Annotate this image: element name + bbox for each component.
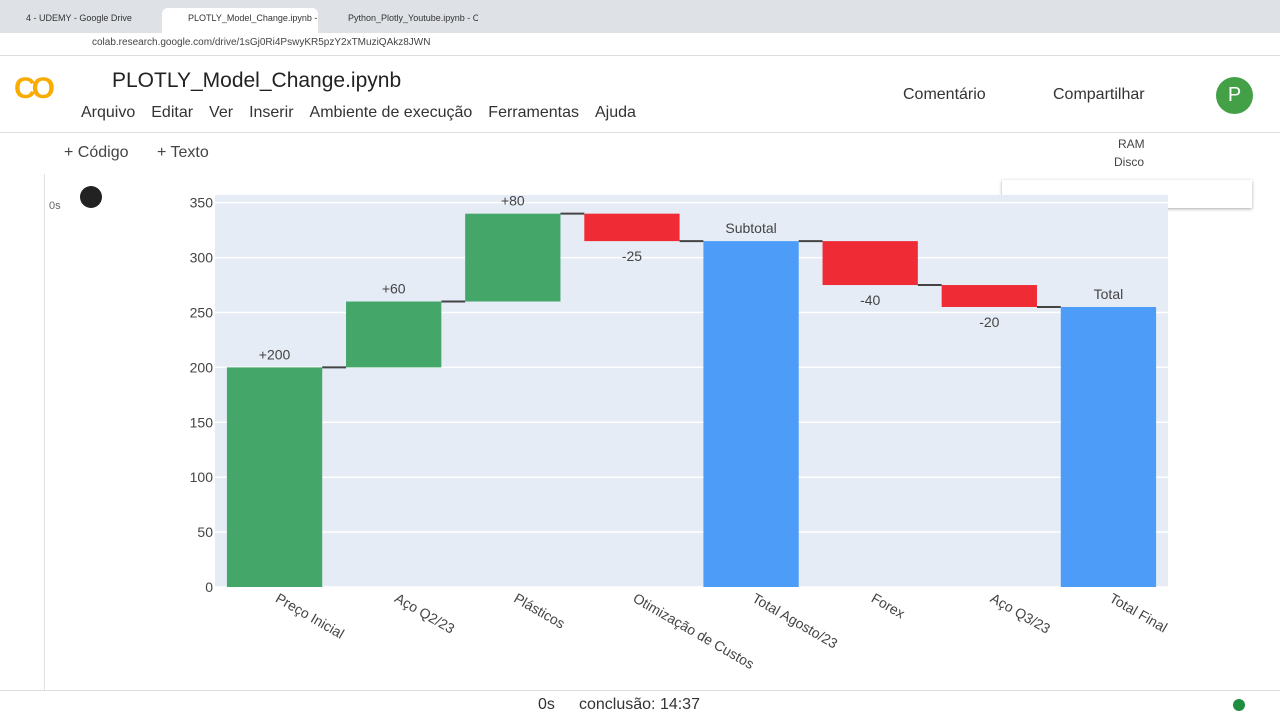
menu-item[interactable]: Ajuda (595, 104, 636, 121)
menu-item[interactable]: Arquivo (81, 104, 136, 121)
run-button[interactable] (80, 186, 102, 208)
menu-item[interactable]: Ferramentas (488, 104, 579, 121)
y-tick-label: 100 (190, 469, 214, 485)
cell-time: 0s (49, 200, 61, 212)
add-code[interactable]: + Código (64, 144, 129, 161)
add-text[interactable]: + Texto (157, 144, 209, 161)
avatar[interactable]: P (1216, 77, 1253, 114)
x-tick-label: Plásticos (511, 590, 568, 632)
bar (346, 301, 442, 368)
add-text-label: Texto (170, 144, 209, 161)
y-tick-label: 200 (190, 359, 214, 375)
colab-logo[interactable]: CO (14, 72, 55, 105)
notebook-title[interactable]: PLOTLY_Model_Change.ipynb (112, 69, 402, 92)
data-label: -20 (979, 314, 999, 330)
x-tick-label: Total Final (1107, 590, 1170, 636)
status-completion: conclusão: 14:37 (579, 696, 700, 713)
menu-item[interactable]: Editar (151, 104, 194, 121)
status-time: 0s (538, 696, 555, 713)
status-bar (0, 690, 1280, 721)
menu: Arquivo Editar Ver Inserir Ambiente de execu… (81, 104, 652, 122)
bar (465, 213, 561, 302)
y-tick-label: 300 (190, 250, 214, 266)
address-bar (0, 33, 1280, 56)
bar (584, 213, 680, 242)
y-tick-label: 0 (205, 579, 213, 595)
data-label: +200 (259, 346, 291, 362)
menu-item[interactable]: Inserir (249, 104, 294, 121)
tab[interactable]: PLOTLY_Model_Change.ipynb - C (162, 8, 318, 33)
comment-button[interactable]: Comentário (903, 86, 986, 103)
y-tick-label: 150 (190, 414, 214, 430)
x-tick-label: Aço Q3/23 (988, 590, 1053, 637)
bar (941, 285, 1037, 307)
tab[interactable]: 4 - UDEMY - Google Drive (26, 13, 132, 23)
bar (822, 241, 918, 286)
y-tick-label: 350 (190, 195, 214, 211)
ram-label: RAM (1118, 137, 1145, 151)
url[interactable]: colab.research.google.com/drive/1sGj0Ri4… (92, 37, 431, 48)
tab[interactable]: Python_Plotly_Youtube.ipynb - C (348, 13, 478, 23)
share-button[interactable]: Compartilhar (1053, 86, 1145, 103)
y-tick-label: 250 (190, 304, 214, 320)
data-label: +80 (501, 193, 525, 209)
data-label: Subtotal (725, 220, 776, 236)
disk-label: Disco (1114, 155, 1145, 169)
data-label: +60 (382, 281, 406, 297)
sidebar (0, 174, 45, 694)
data-label: Total (1094, 286, 1124, 302)
bar (1060, 307, 1157, 587)
x-tick-label: Aço Q2/23 (392, 590, 457, 637)
x-tick-label: Total Agosto/23 (750, 590, 841, 652)
menu-item[interactable]: Ver (209, 104, 234, 121)
bar (226, 367, 323, 587)
divider (0, 132, 1280, 133)
x-tick-label: Forex (869, 590, 908, 622)
add-code-label: Código (77, 144, 129, 161)
plot-area (215, 195, 1168, 587)
menu-item[interactable]: Ambiente de execução (309, 104, 473, 121)
cell-toolbar (1002, 180, 1252, 208)
data-label: -25 (622, 248, 642, 264)
data-label: -40 (860, 292, 880, 308)
x-tick-label: Otimização de Custos (630, 590, 757, 672)
status-indicator (1233, 699, 1245, 711)
y-tick-label: 50 (197, 524, 213, 540)
x-tick-label: Preço Inicial (273, 590, 347, 642)
bar (703, 241, 799, 587)
